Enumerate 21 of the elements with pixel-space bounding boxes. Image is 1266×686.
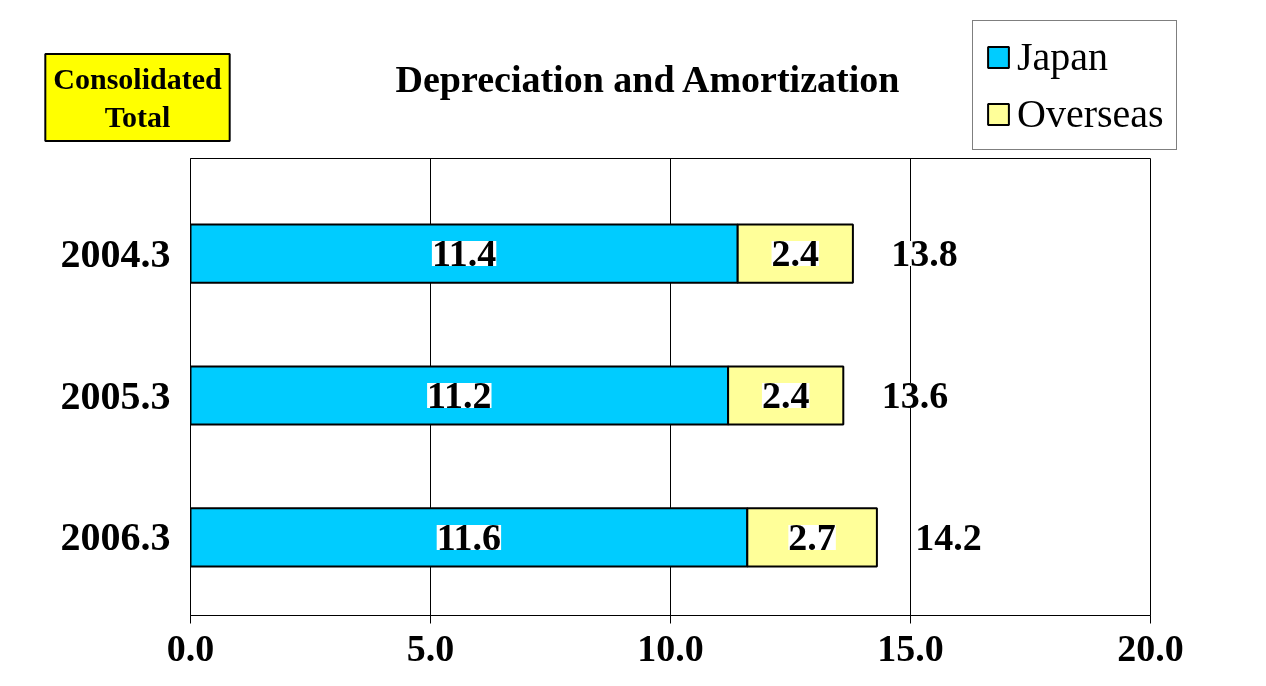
text: Consolidated Total <box>53 62 222 133</box>
y-tick-label: 2004.3 <box>60 230 171 276</box>
x-tick-label: 10.0 <box>637 626 704 669</box>
data-label: 2.4 <box>771 232 820 275</box>
data-label: 11.2 <box>427 374 492 417</box>
total-label: 13.8 <box>891 232 958 275</box>
total-label: 14.2 <box>915 515 982 558</box>
total-label: 13.6 <box>881 374 949 417</box>
legend-label: Japan <box>1017 33 1109 80</box>
y-tick-label: 2006.3 <box>60 514 171 560</box>
data-label: 2.7 <box>788 515 836 558</box>
data-label: 2.4 <box>761 374 810 417</box>
x-tick-label: 15.0 <box>877 626 944 669</box>
data-label: 11.6 <box>436 515 502 558</box>
x-tick-label: 0.0 <box>166 626 215 669</box>
data-label: 11.4 <box>431 232 497 275</box>
y-tick-label: 2005.3 <box>60 372 171 418</box>
chart-title: Depreciation and Amortization <box>395 57 900 100</box>
x-tick-label: 5.0 <box>406 626 455 669</box>
legend-label: Overseas <box>1017 90 1164 137</box>
x-tick-label: 20.0 <box>1117 626 1184 669</box>
